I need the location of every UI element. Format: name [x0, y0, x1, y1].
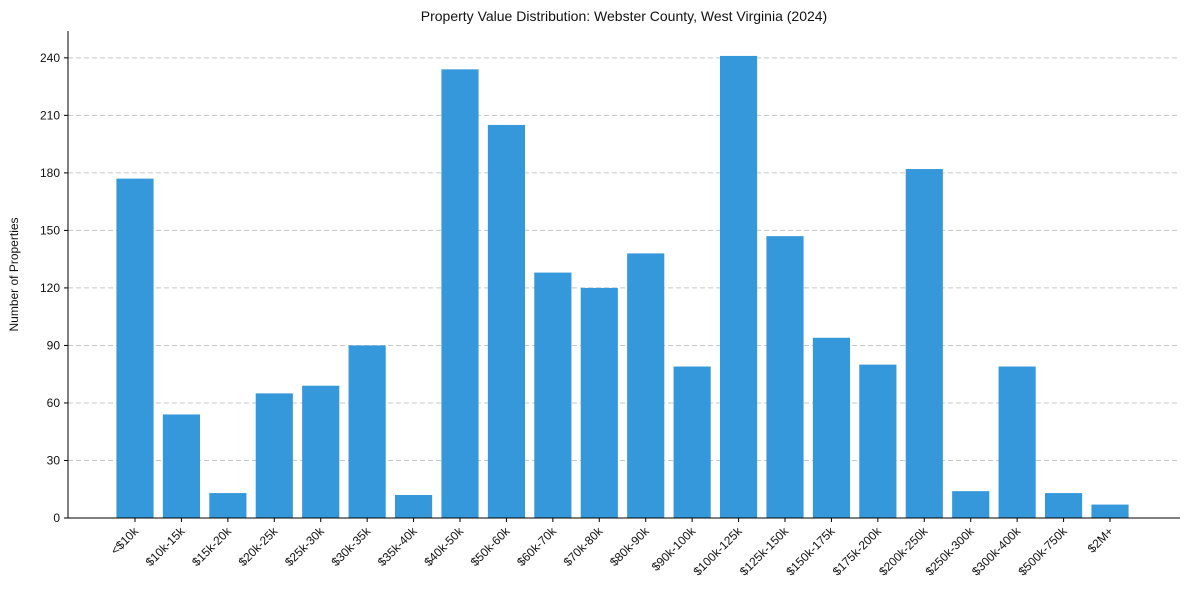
- y-tick-label: 150: [40, 223, 60, 237]
- y-axis-label: Number of Properties: [7, 217, 21, 331]
- bar: [116, 178, 154, 519]
- bar: [859, 364, 897, 518]
- y-tick-label: 30: [47, 453, 61, 467]
- y-tick-label: 180: [40, 166, 60, 180]
- bar: [441, 69, 479, 518]
- bar: [302, 385, 340, 518]
- y-ticks: 0 30 60 90 120 150 180 210 240: [40, 51, 68, 525]
- bar: [348, 345, 386, 518]
- bar: [534, 272, 572, 518]
- chart-title: Property Value Distribution: Webster Cou…: [421, 8, 827, 24]
- bar: [209, 493, 247, 518]
- y-tick-label: 60: [47, 396, 61, 410]
- bar: [812, 337, 850, 518]
- bar: [905, 169, 943, 518]
- bars: [116, 55, 1129, 519]
- y-tick-label: 210: [40, 108, 60, 122]
- bar: [580, 287, 618, 518]
- x-tick-label: $25k-30k: [282, 524, 328, 570]
- x-tick-label: $40k-50k: [421, 524, 467, 570]
- x-tick-label: $70k-80k: [561, 524, 607, 570]
- x-tick-label: $30k-35k: [328, 524, 374, 570]
- bar: [395, 494, 433, 518]
- x-tick-label: $500k-750k: [1015, 524, 1070, 579]
- bar: [255, 393, 293, 518]
- y-tick-label: 120: [40, 281, 60, 295]
- x-tick-label: $60k-70k: [514, 524, 560, 570]
- x-tick-label: $35k-40k: [375, 524, 421, 570]
- y-tick-label: 0: [53, 511, 60, 525]
- y-tick-label: 90: [47, 338, 61, 352]
- axes: [67, 31, 1180, 519]
- bar: [487, 124, 525, 518]
- x-tick-label: <$10k: [108, 524, 142, 558]
- x-tick-label: $15k-20k: [189, 524, 235, 570]
- grid-lines: [68, 57, 1180, 461]
- bar: [1091, 504, 1129, 518]
- x-ticks: <$10k $10k-15k $15k-20k $20k-25k $25k-30k $30…: [108, 518, 1116, 578]
- bar: [720, 55, 758, 518]
- bar: [998, 366, 1036, 518]
- bar: [627, 253, 665, 518]
- x-tick-label: $10k-15k: [143, 524, 189, 570]
- y-tick-label: 240: [40, 51, 60, 65]
- x-tick-label: $20k-25k: [236, 524, 282, 570]
- x-tick-label: $50k-60k: [468, 524, 514, 570]
- x-tick-label: $80k-90k: [607, 524, 653, 570]
- bar: [1045, 493, 1083, 518]
- bar: [952, 491, 990, 518]
- bar: [673, 366, 711, 518]
- bar: [162, 414, 200, 518]
- x-tick-label: $2M+: [1085, 524, 1116, 555]
- bar: [766, 236, 804, 518]
